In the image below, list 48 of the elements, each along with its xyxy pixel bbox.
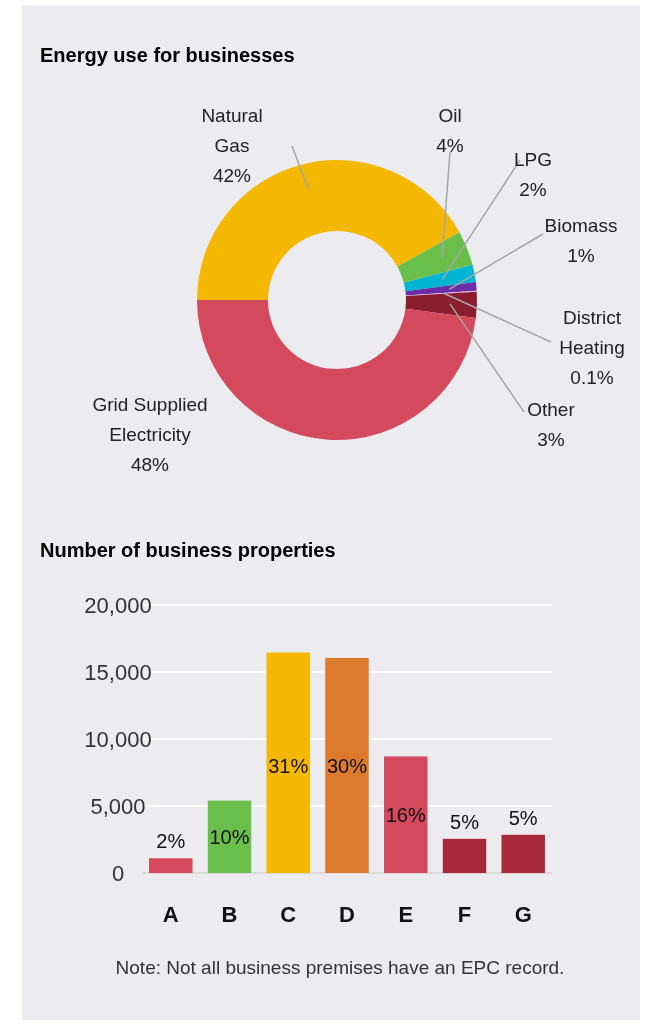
annotation: 10%: [209, 825, 250, 848]
y-tick-label: 5,000: [90, 793, 146, 819]
data-label: 48%: [130, 454, 170, 475]
slice-label: District Heating: [559, 307, 625, 358]
annotation: 31%: [268, 755, 309, 777]
x-tick-label: D: [339, 902, 355, 927]
bar: [384, 756, 428, 873]
slice-label: Oil: [438, 105, 462, 126]
data-label: 2%: [519, 179, 547, 200]
slice-label: Grid Supplied Electricity: [92, 394, 208, 445]
x-tick-label: G: [514, 902, 532, 927]
bar: [266, 652, 310, 873]
donut-slice: [403, 264, 476, 292]
y-tick-label: 0: [111, 860, 125, 886]
y-tick-label: 15,000: [84, 659, 152, 685]
donut-slice: [405, 291, 477, 318]
x-tick-label: A: [162, 902, 179, 927]
donut-slice: [405, 290, 477, 296]
bar: [325, 657, 369, 873]
y-tick-label: 10,000: [84, 726, 152, 752]
annotation: 2%: [156, 830, 186, 853]
data-label: 1%: [567, 245, 595, 266]
x-tick-label: F: [457, 902, 472, 927]
x-tick-label: E: [398, 902, 414, 927]
bar: [442, 838, 487, 873]
donut-slice: [197, 160, 460, 300]
bar: [501, 834, 545, 873]
chart-title: Number of business properties: [40, 539, 336, 561]
donut-slice: [405, 282, 477, 296]
slice-label: Natural Gas: [201, 105, 263, 156]
donut-slice: [397, 232, 473, 283]
slice-label: LPG: [513, 149, 553, 170]
text: Note: Not all business premises have an EPC record.: [115, 957, 565, 978]
data-label: 3%: [537, 429, 565, 450]
annotation: 5%: [508, 806, 538, 829]
data-label: 42%: [212, 165, 252, 186]
chart-title: Energy use for businesses: [40, 44, 295, 66]
annotation: 30%: [326, 755, 368, 777]
y-tick-label: 20,000: [84, 592, 152, 618]
annotation: 16%: [385, 803, 426, 826]
slice-label: Biomass: [544, 215, 618, 236]
annotation: 5%: [450, 810, 480, 833]
data-label: 4%: [436, 135, 464, 156]
x-tick-label: B: [221, 902, 238, 927]
data-label: 0.1%: [570, 367, 614, 388]
x-tick-label: C: [280, 902, 297, 927]
bar: [149, 858, 193, 873]
slice-label: Other: [527, 399, 576, 420]
